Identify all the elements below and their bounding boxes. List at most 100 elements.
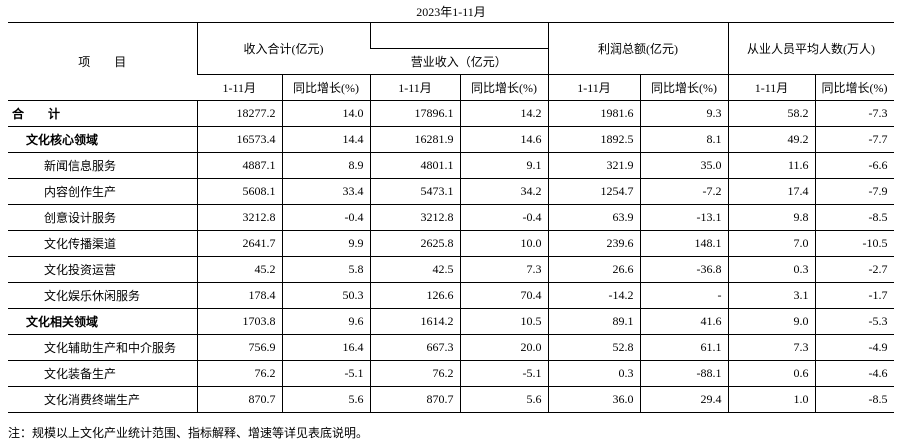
- row-label: 文化核心领域: [8, 126, 197, 153]
- table-row: 创意设计服务 3212.8 -0.4 3212.8 -0.4 63.9 -13.1 9.8 -8…: [8, 204, 894, 231]
- table-row: 文化辅助生产和中介服务 756.9 16.4 667.3 20.0 52.8 61.1 7.3…: [8, 334, 894, 361]
- row-label: 新闻信息服务: [8, 152, 197, 179]
- cell-value: 7.3: [727, 334, 815, 361]
- cell-value: 5473.1: [369, 178, 460, 205]
- table-row: 新闻信息服务 4887.1 8.9 4801.1 9.1 321.9 35.0 11.6 -6.…: [8, 152, 894, 179]
- cell-value: 1981.6: [547, 100, 640, 127]
- cell-value: 9.1: [459, 152, 548, 179]
- cell-value: 76.2: [369, 360, 460, 387]
- cell-value: 0.3: [547, 360, 640, 387]
- cell-value: 18277.2: [196, 100, 282, 127]
- cell-value: -14.2: [547, 282, 640, 309]
- cell-value: -88.1: [639, 360, 728, 387]
- cell-value: 52.8: [547, 334, 640, 361]
- cell-value: 1892.5: [547, 126, 640, 153]
- cell-value: 20.0: [459, 334, 548, 361]
- cell-value: -4.9: [814, 334, 894, 361]
- cell-value: 17896.1: [369, 100, 460, 127]
- footnote: 注：规模以上文化产业统计范围、指标解释、增速等详见表底说明。: [8, 426, 369, 440]
- cell-value: -5.3: [814, 308, 894, 335]
- cell-value: 10.5: [459, 308, 548, 335]
- row-label: 文化消费终端生产: [8, 386, 197, 413]
- table-row: 文化娱乐休闲服务 178.4 50.3 126.6 70.4 -14.2-3.1 -1.7: [8, 282, 894, 309]
- cell-value: -7.3: [814, 100, 894, 127]
- cell-value: 63.9: [547, 204, 640, 231]
- cell-value: 14.4: [281, 126, 370, 153]
- cell-value: -0.4: [459, 204, 548, 231]
- data-table: 项 目收入合计(亿元) 利润总额(亿元) 从业人员平均人数(万人) 营业收入（亿元） 1…: [8, 22, 894, 413]
- column-header: 同比增长(%): [814, 74, 894, 101]
- cell-value: 870.7: [369, 386, 460, 413]
- cell-value: 321.9: [547, 152, 640, 179]
- cell-value: -36.8: [639, 256, 728, 283]
- cell-value: 148.1: [639, 230, 728, 257]
- row-label: 内容创作生产: [8, 178, 197, 205]
- cell-value: 9.3: [639, 100, 728, 127]
- table-row: 文化核心领域 16573.4 14.4 16281.9 14.6 1892.5 8.1 49.…: [8, 126, 894, 153]
- blank-cell: [369, 22, 548, 49]
- cell-value: 0.3: [727, 256, 815, 283]
- cell-value: 70.4: [459, 282, 548, 309]
- row-label: 文化辅助生产和中介服务: [8, 334, 197, 361]
- cell-value: 5.8: [281, 256, 370, 283]
- column-header: 1-11月: [727, 74, 815, 101]
- cell-value: 35.0: [639, 152, 728, 179]
- cell-value: 89.1: [547, 308, 640, 335]
- row-label: 创意设计服务: [8, 204, 197, 231]
- cell-value: -8.5: [814, 386, 894, 413]
- cell-value: 14.2: [459, 100, 548, 127]
- cell-value: 9.8: [727, 204, 815, 231]
- cell-value: 3.1: [727, 282, 815, 309]
- table-row: 内容创作生产 5608.1 33.4 5473.1 34.2 1254.7 -7.2 17.4…: [8, 178, 894, 205]
- group-header: 从业人员平均人数(万人): [727, 22, 894, 75]
- cell-value: 50.3: [281, 282, 370, 309]
- cell-value: 76.2: [196, 360, 282, 387]
- cell-value: 1703.8: [196, 308, 282, 335]
- cell-value: -1.7: [814, 282, 894, 309]
- table-row: 营业收入（亿元）: [8, 48, 894, 75]
- cell-value: -7.7: [814, 126, 894, 153]
- cell-value: 33.4: [281, 178, 370, 205]
- row-label: 文化投资运营: [8, 256, 197, 283]
- cell-value: 41.6: [639, 308, 728, 335]
- cell-value: -7.2: [639, 178, 728, 205]
- cell-value: 5608.1: [196, 178, 282, 205]
- group-header: 收入合计(亿元): [196, 22, 370, 75]
- cell-value: 26.6: [547, 256, 640, 283]
- cell-value: 9.9: [281, 230, 370, 257]
- cell-value: 45.2: [196, 256, 282, 283]
- column-header: 1-11月: [547, 74, 640, 101]
- column-header: 同比增长(%): [459, 74, 548, 101]
- cell-value: 1614.2: [369, 308, 460, 335]
- cell-value: -8.5: [814, 204, 894, 231]
- cell-value: 16.4: [281, 334, 370, 361]
- row-label: 文化传播渠道: [8, 230, 197, 257]
- cell-value: 126.6: [369, 282, 460, 309]
- row-label: 文化装备生产: [8, 360, 197, 387]
- row-label: 合 计: [8, 100, 197, 127]
- group-header: 利润总额(亿元): [547, 22, 728, 75]
- cell-value: 2625.8: [369, 230, 460, 257]
- table-row: 文化消费终端生产 870.7 5.6 870.7 5.6 36.0 29.4 1.0 -8.5: [8, 386, 894, 413]
- column-header: 1-11月: [369, 74, 460, 101]
- cell-value: 4887.1: [196, 152, 282, 179]
- cell-value: 14.0: [281, 100, 370, 127]
- cell-value: 756.9: [196, 334, 282, 361]
- cell-value: 870.7: [196, 386, 282, 413]
- column-header: 1-11月: [197, 74, 282, 101]
- subtitle: 2023年1-11月: [416, 5, 486, 19]
- cell-value: -10.5: [814, 230, 894, 257]
- cell-value: 16281.9: [369, 126, 460, 153]
- table-row: 1-11月 同比增长(%) 1-11月 同比增长(%) 1-11月 同比增长(%) 1-11…: [8, 74, 894, 101]
- cell-value: 0.6: [727, 360, 815, 387]
- cell-value: -2.7: [814, 256, 894, 283]
- table-row: 合 计 18277.2 14.0 17896.1 14.2 1981.6 9.3 58.2 -7…: [8, 100, 894, 127]
- item-header: 项 目: [8, 22, 197, 101]
- cell-value: 8.1: [639, 126, 728, 153]
- cell-value: 2641.7: [196, 230, 282, 257]
- cell-value: 17.4: [727, 178, 815, 205]
- cell-value: -6.6: [814, 152, 894, 179]
- cell-value: 3212.8: [196, 204, 282, 231]
- cell-value: 58.2: [727, 100, 815, 127]
